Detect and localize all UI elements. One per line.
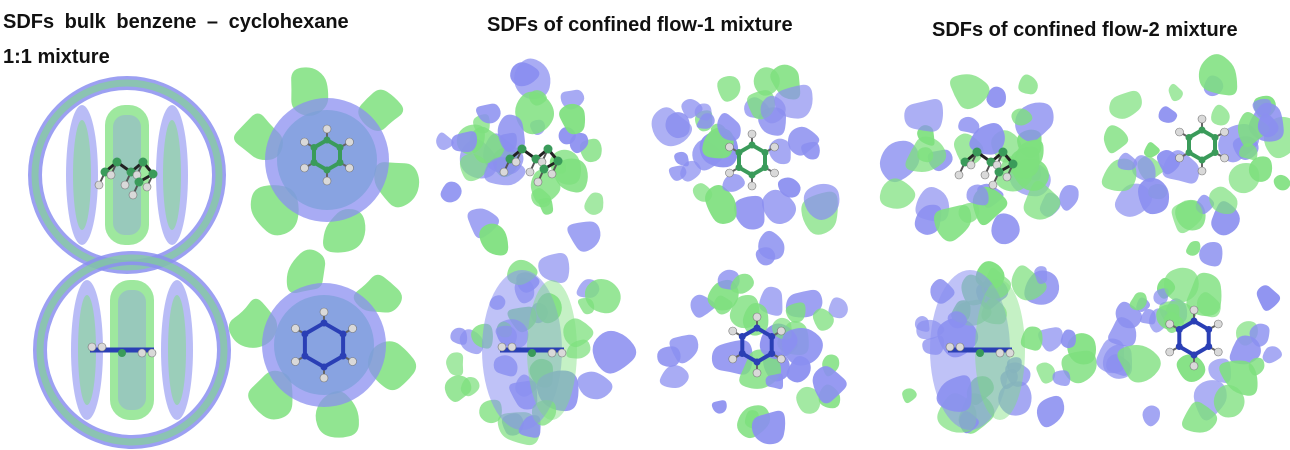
caption-flow1: SDFs of confined flow-1 mixture xyxy=(487,14,793,36)
benzene-molecule xyxy=(1165,305,1223,371)
cyclohexane-molecule xyxy=(954,147,1018,190)
sdf-isosurface-image xyxy=(33,251,231,449)
cyclohexane-molecule xyxy=(499,144,563,187)
benzene-molecule xyxy=(728,312,786,378)
sdf-panel-flow2-top-cyclohexane xyxy=(879,65,1090,265)
sdf-panel-flow1-top-cyclohexane xyxy=(430,58,635,262)
caption-bulk-line2: 1:1 mixture xyxy=(3,46,110,68)
sdf-isosurface-image xyxy=(233,67,420,253)
sdf-isosurface-image xyxy=(879,74,1079,245)
sdf-panel-flow2-bottom-benzene xyxy=(1092,238,1290,438)
sdf-panel-flow1-bottom-benzene xyxy=(655,245,860,445)
sdf-panel-bulk-top-cyclohexane xyxy=(25,75,230,275)
sdf-isosurface-image xyxy=(1096,240,1282,433)
cyclohexane-molecule xyxy=(945,342,1015,358)
cyclohexane-molecule xyxy=(94,157,158,200)
sdf-isosurface-image xyxy=(657,247,848,445)
sdf-panel-flow2-bottom-cyclohexane xyxy=(888,250,1097,450)
cyclohexane-molecule xyxy=(87,342,157,358)
benzene-molecule xyxy=(300,124,354,186)
sdf-isosurface-image xyxy=(28,76,226,274)
benzene-molecule xyxy=(291,307,357,383)
caption-bulk-line1: SDFs bulk benzene – cyclohexane xyxy=(3,11,349,33)
sdf-isosurface-image xyxy=(651,64,840,260)
sdf-panel-flow1-top-benzene xyxy=(650,64,855,265)
benzene-molecule xyxy=(725,129,779,191)
sdf-panel-bulk-bottom-benzene xyxy=(222,245,427,445)
sdf-panel-bulk-bottom-cyclohexane xyxy=(30,250,235,450)
benzene-molecule xyxy=(1175,114,1229,176)
sdf-panel-bulk-top-benzene xyxy=(225,60,430,260)
sdf-isosurface-image xyxy=(902,261,1097,434)
sdf-isosurface-image xyxy=(228,249,417,438)
cyclohexane-molecule xyxy=(497,342,567,358)
caption-flow2: SDFs of confined flow-2 mixture xyxy=(932,19,1238,41)
sdf-panel-flow1-bottom-cyclohexane xyxy=(440,250,645,450)
sdf-panel-flow2-top-benzene xyxy=(1100,50,1290,250)
sdf-isosurface-image xyxy=(444,252,637,446)
sdf-isosurface-image xyxy=(1101,54,1290,236)
sdf-isosurface-image xyxy=(436,58,604,256)
